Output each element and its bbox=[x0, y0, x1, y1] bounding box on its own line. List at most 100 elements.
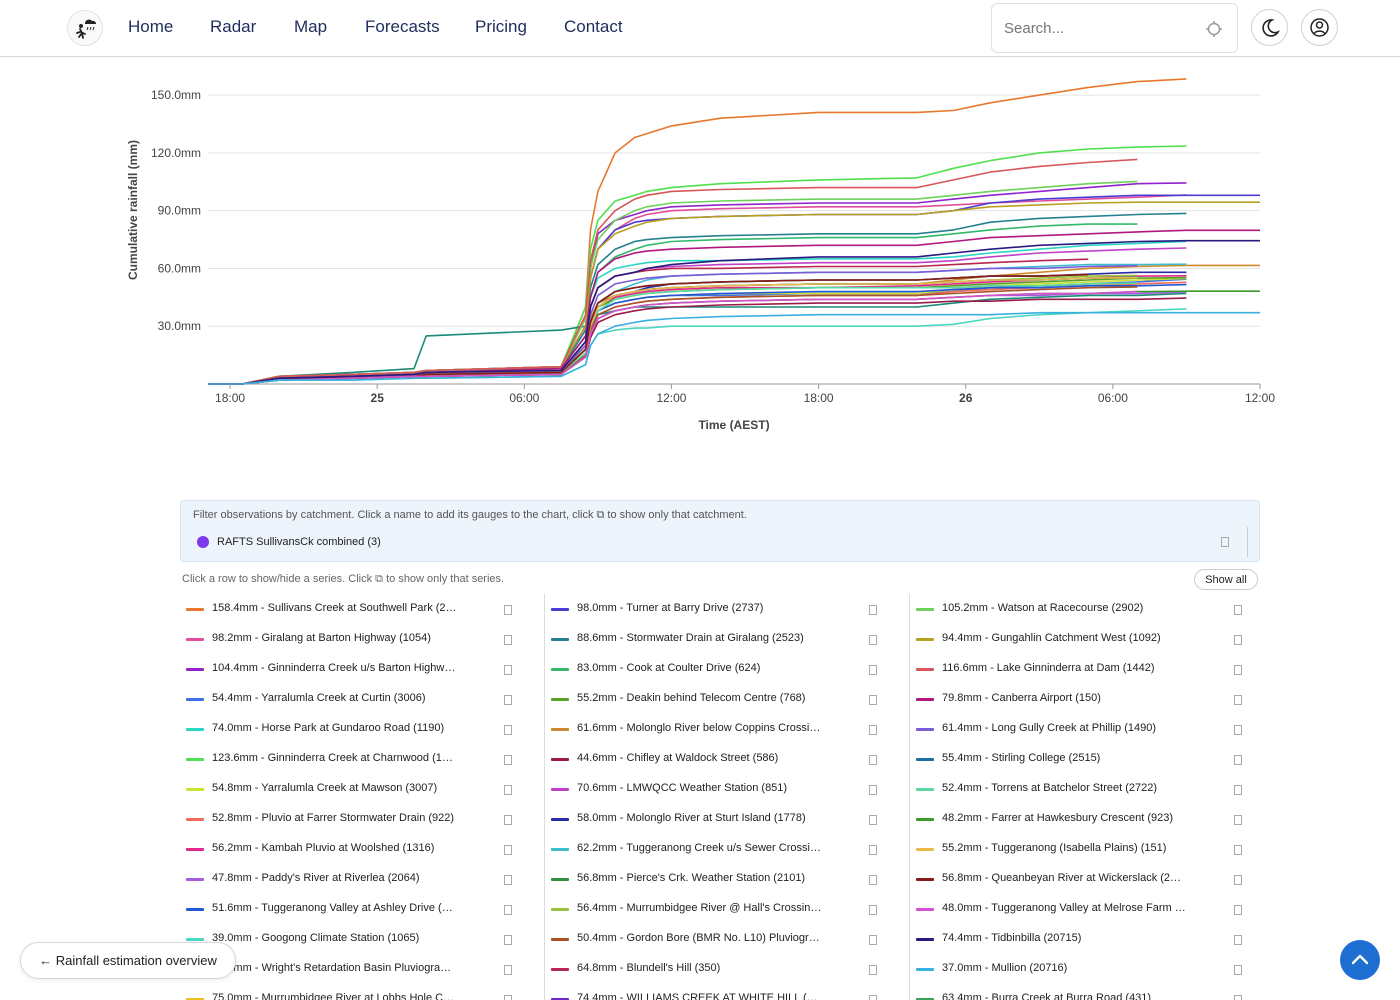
show-only-series-icon[interactable] bbox=[869, 845, 877, 855]
legend-row[interactable]: 51.6mm - Tuggeranong Valley at Ashley Dr… bbox=[180, 894, 544, 924]
show-only-series-icon[interactable] bbox=[1234, 725, 1242, 735]
show-only-series-icon[interactable] bbox=[1234, 875, 1242, 885]
show-only-series-icon[interactable] bbox=[869, 965, 877, 975]
show-only-series-icon[interactable] bbox=[869, 815, 877, 825]
legend-row[interactable]: 104.4mm - Ginninderra Creek u/s Barton H… bbox=[180, 654, 544, 684]
legend-row[interactable]: 98.0mm - Turner at Barry Drive (2737) bbox=[545, 594, 909, 624]
legend-row[interactable]: 61.6mm - Molonglo River below Coppins Cr… bbox=[545, 714, 909, 744]
show-only-series-icon[interactable] bbox=[504, 905, 512, 915]
crosshair-icon[interactable] bbox=[1205, 20, 1223, 38]
show-only-series-icon[interactable] bbox=[504, 605, 512, 615]
legend-row[interactable]: 52.4mm - Torrens at Batchelor Street (27… bbox=[910, 774, 1260, 804]
series-line[interactable] bbox=[208, 276, 1138, 385]
user-account-button[interactable] bbox=[1301, 9, 1338, 46]
legend-row[interactable]: 74.4mm - Tidbinbilla (20715) bbox=[910, 924, 1260, 954]
legend-row[interactable]: 48.2mm - Farrer at Hawkesbury Crescent (… bbox=[910, 804, 1260, 834]
show-only-series-icon[interactable] bbox=[504, 665, 512, 675]
legend-row[interactable]: 48.0mm - Tuggeranong Valley at Melrose F… bbox=[910, 894, 1260, 924]
show-only-series-icon[interactable] bbox=[504, 785, 512, 795]
show-only-series-icon[interactable] bbox=[1234, 755, 1242, 765]
legend-row[interactable]: 56.4mm - Murrumbidgee River @ Hall's Cro… bbox=[545, 894, 909, 924]
dark-mode-toggle-button[interactable] bbox=[1251, 9, 1288, 46]
show-only-series-icon[interactable] bbox=[504, 935, 512, 945]
nav-forecasts[interactable]: Forecasts bbox=[365, 17, 440, 36]
nav-home[interactable]: Home bbox=[128, 17, 174, 36]
scroll-to-top-button[interactable] bbox=[1340, 940, 1380, 980]
legend-row[interactable]: 98.2mm - Giralang at Barton Highway (105… bbox=[180, 624, 544, 654]
show-only-catchment-icon[interactable] bbox=[1221, 537, 1229, 547]
nav-map[interactable]: Map bbox=[294, 17, 328, 36]
show-only-series-icon[interactable] bbox=[869, 635, 877, 645]
logo-rain-runner-icon[interactable] bbox=[67, 10, 103, 46]
show-only-series-icon[interactable] bbox=[1234, 815, 1242, 825]
show-only-series-icon[interactable] bbox=[1234, 935, 1242, 945]
legend-row[interactable]: 61.4mm - Long Gully Creek at Phillip (14… bbox=[910, 714, 1260, 744]
show-only-series-icon[interactable] bbox=[869, 605, 877, 615]
series-line[interactable] bbox=[208, 292, 1187, 385]
show-only-series-icon[interactable] bbox=[869, 995, 877, 1000]
series-line[interactable] bbox=[208, 239, 1260, 385]
show-only-series-icon[interactable] bbox=[504, 875, 512, 885]
rainfall-estimation-overview-button[interactable]: ← Rainfall estimation overview bbox=[20, 942, 236, 979]
legend-row[interactable]: 56.8mm - Queanbeyan River at Wickerslack… bbox=[910, 864, 1260, 894]
show-only-series-icon[interactable] bbox=[869, 875, 877, 885]
legend-row[interactable]: 88.6mm - Stormwater Drain at Giralang (2… bbox=[545, 624, 909, 654]
show-only-series-icon[interactable] bbox=[504, 635, 512, 645]
legend-row[interactable]: 75.0mm - Murrumbidgee River at Lobbs Hol… bbox=[180, 984, 544, 1000]
catchment-item-label[interactable]: RAFTS SullivansCk combined (3) bbox=[217, 536, 381, 548]
legend-row[interactable]: 63.4mm - Burra Creek at Burra Road (431) bbox=[910, 984, 1260, 1000]
show-only-series-icon[interactable] bbox=[1234, 845, 1242, 855]
series-line[interactable] bbox=[208, 276, 1138, 385]
show-only-series-icon[interactable] bbox=[869, 785, 877, 795]
show-all-button[interactable]: Show all bbox=[1194, 569, 1258, 590]
show-only-series-icon[interactable] bbox=[869, 755, 877, 765]
nav-contact[interactable]: Contact bbox=[564, 17, 623, 36]
show-only-series-icon[interactable] bbox=[1234, 905, 1242, 915]
legend-row[interactable]: 56.8mm - Pierce's Crk. Weather Station (… bbox=[545, 864, 909, 894]
show-only-series-icon[interactable] bbox=[504, 695, 512, 705]
show-only-series-icon[interactable] bbox=[869, 905, 877, 915]
series-line[interactable] bbox=[208, 158, 1138, 385]
show-only-series-icon[interactable] bbox=[1234, 665, 1242, 675]
legend-row[interactable]: 158.4mm - Sullivans Creek at Southwell P… bbox=[180, 594, 544, 624]
series-line[interactable] bbox=[208, 311, 1260, 385]
nav-pricing[interactable]: Pricing bbox=[475, 17, 527, 36]
legend-row[interactable]: 94.4mm - Gungahlin Catchment West (1092) bbox=[910, 624, 1260, 654]
legend-row[interactable]: 105.2mm - Watson at Racecourse (2902) bbox=[910, 594, 1260, 624]
show-only-series-icon[interactable] bbox=[504, 755, 512, 765]
nav-radar[interactable]: Radar bbox=[210, 17, 257, 36]
legend-row[interactable]: 52.8mm - Pluvio at Farrer Stormwater Dra… bbox=[180, 804, 544, 834]
legend-row[interactable]: 83.0mm - Cook at Coulter Drive (624) bbox=[545, 654, 909, 684]
show-only-series-icon[interactable] bbox=[504, 845, 512, 855]
legend-row[interactable]: 74.0mm - Horse Park at Gundaroo Road (11… bbox=[180, 714, 544, 744]
show-only-series-icon[interactable] bbox=[1234, 605, 1242, 615]
legend-row[interactable]: 47.8mm - Paddy's River at Riverlea (2064… bbox=[180, 864, 544, 894]
legend-row[interactable]: 70.6mm - LMWQCC Weather Station (851) bbox=[545, 774, 909, 804]
legend-row[interactable]: 37.0mm - Mullion (20716) bbox=[910, 954, 1260, 984]
show-only-series-icon[interactable] bbox=[869, 695, 877, 705]
series-line[interactable] bbox=[208, 290, 1138, 385]
series-line[interactable] bbox=[208, 275, 1187, 385]
series-line[interactable] bbox=[208, 180, 1138, 385]
legend-row[interactable]: 44.6mm - Chifley at Waldock Street (586) bbox=[545, 744, 909, 774]
show-only-series-icon[interactable] bbox=[1234, 635, 1242, 645]
legend-row[interactable]: 54.4mm - Yarralumla Creek at Curtin (300… bbox=[180, 684, 544, 714]
legend-row[interactable]: 123.6mm - Ginninderra Creek at Charnwood… bbox=[180, 744, 544, 774]
legend-row[interactable]: 116.6mm - Lake Ginninderra at Dam (1442) bbox=[910, 654, 1260, 684]
show-only-series-icon[interactable] bbox=[504, 965, 512, 975]
show-only-series-icon[interactable] bbox=[869, 665, 877, 675]
legend-row[interactable]: 58.0mm - Molonglo River at Sturt Island … bbox=[545, 804, 909, 834]
show-only-series-icon[interactable] bbox=[1234, 785, 1242, 795]
legend-row[interactable]: 74.4mm - WILLIAMS CREEK AT WHITE HILL (2… bbox=[545, 984, 909, 1000]
show-only-series-icon[interactable] bbox=[869, 725, 877, 735]
show-only-series-icon[interactable] bbox=[1234, 965, 1242, 975]
legend-row[interactable]: 55.2mm - Tuggeranong (Isabella Plains) (… bbox=[910, 834, 1260, 864]
series-line[interactable] bbox=[208, 78, 1187, 385]
legend-row[interactable]: 56.2mm - Kambah Pluvio at Woolshed (1316… bbox=[180, 834, 544, 864]
legend-row[interactable]: 55.4mm - Stirling College (2515) bbox=[910, 744, 1260, 774]
show-only-series-icon[interactable] bbox=[504, 725, 512, 735]
legend-row[interactable]: 55.2mm - Deakin behind Telecom Centre (7… bbox=[545, 684, 909, 714]
legend-row[interactable]: 64.8mm - Blundell's Hill (350) bbox=[545, 954, 909, 984]
legend-row[interactable]: 39.0mm - Googong Climate Station (1065) bbox=[180, 924, 544, 954]
legend-row[interactable]: 62.2mm - Tuggeranong Creek u/s Sewer Cro… bbox=[545, 834, 909, 864]
